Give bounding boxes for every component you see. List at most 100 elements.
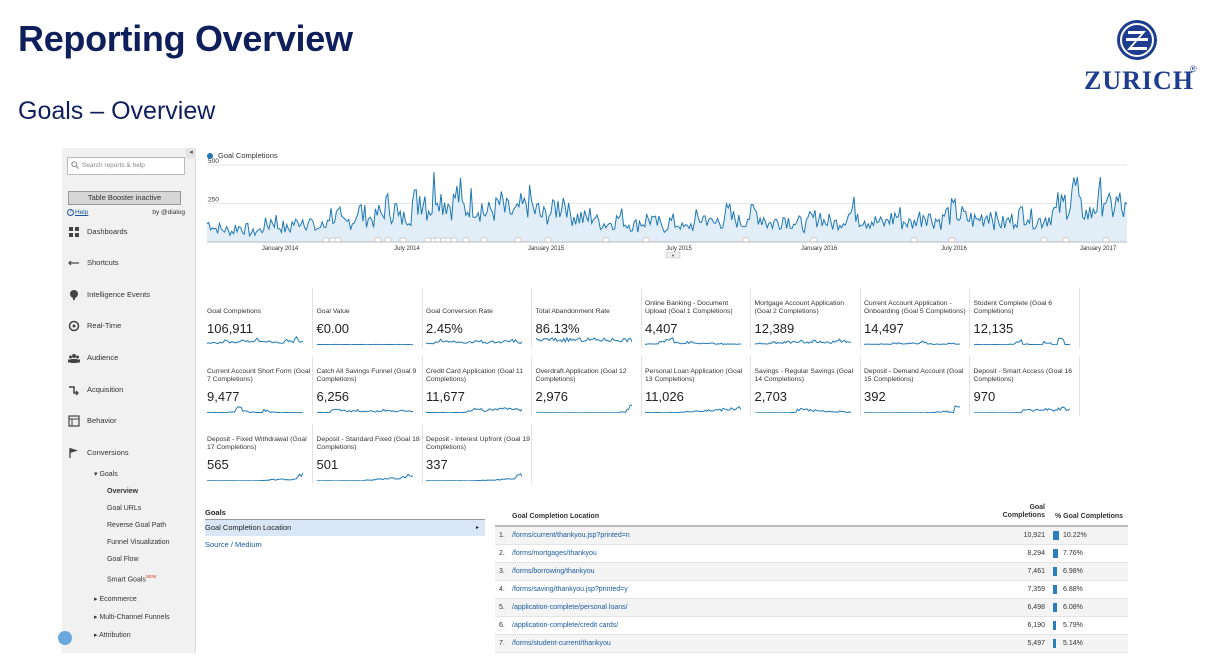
chart-legend: Goal Completions (207, 151, 278, 160)
scorecard[interactable]: Savings - Regular Savings (Goal 14 Compl… (753, 356, 861, 416)
scorecard[interactable]: Total Abandonment Rate 86.13% (534, 288, 642, 348)
logo-wordmark: ZURICH (1084, 66, 1195, 95)
chat-bubble-icon[interactable] (58, 631, 72, 645)
sparkline-path (535, 336, 632, 344)
col-percent-header[interactable]: % Goal Completions (1055, 513, 1124, 520)
scorecard[interactable]: Goal Completions 106,911 (205, 288, 313, 348)
scorecard[interactable]: Current Account Short Form (Goal 7 Compl… (205, 356, 313, 416)
scorecard[interactable]: Online Banking - Document Upload (Goal 1… (643, 288, 751, 348)
sidebar-item-real-time[interactable]: Real-Time (68, 319, 121, 333)
location-link[interactable]: /application-complete/credit cards/ (512, 622, 619, 629)
sparkline-path (754, 338, 851, 345)
help-link[interactable]: Help (75, 209, 89, 216)
sidebar-item-dashboards[interactable]: Dashboards (68, 225, 127, 239)
x-tick-label: January 2015 (528, 246, 565, 252)
annotation-marker (514, 237, 522, 243)
search-input[interactable]: Search reports & help (67, 157, 185, 175)
sparkline-path (426, 473, 522, 481)
annotation-marker (1102, 237, 1110, 243)
sidebar-goal-overview[interactable]: Overview (107, 486, 138, 497)
location-link[interactable]: /forms/mortgages/thankyou (512, 550, 597, 557)
shortcuts-icon (68, 260, 79, 266)
scorecard[interactable]: Current Account Application - Onboarding… (862, 288, 970, 348)
legend-dot-icon (207, 153, 213, 160)
scorecard[interactable]: Goal Value €0.00 (315, 288, 423, 348)
sparkline (645, 406, 741, 413)
sidebar-item-acquisition[interactable]: Acquisition (68, 383, 123, 397)
percent-bar (1053, 621, 1057, 630)
page-title: Reporting Overview (18, 18, 353, 59)
annotation-marker (444, 237, 452, 243)
scorecard-label: Deposit - Interest Upfront (Goal 19 Comp… (426, 436, 530, 451)
location-link[interactable]: /forms/saving/thankyou.jsp?printed=y (512, 586, 628, 593)
registered-mark: ® (1190, 64, 1197, 74)
scorecard[interactable]: Overdraft Application (Goal 12 Completio… (534, 356, 642, 416)
goals-toggle[interactable]: ▾ Goals (94, 471, 118, 478)
nav-attribution[interactable]: ▸ Attribution (94, 632, 131, 639)
sparkline (973, 337, 1070, 345)
source-medium-link[interactable]: Source / Medium (205, 540, 262, 549)
scorecard-value: 6,256 (316, 389, 350, 404)
nav-multi-channel-funnels[interactable]: ▸ Multi-Channel Funnels (94, 614, 170, 621)
location-link[interactable]: /forms/current/thankyou.jsp?printed=n (512, 532, 630, 539)
search-placeholder: Search reports & help (82, 162, 145, 169)
annotation-marker (434, 237, 442, 243)
y-tick-label: 500 (208, 158, 219, 165)
sparkline (864, 340, 960, 345)
location-link[interactable]: /application-complete/personal loans/ (512, 604, 628, 611)
scorecard-value: 970 (973, 389, 996, 404)
scorecard[interactable]: Goal Conversion Rate 2.45% (424, 288, 532, 348)
sparkline (973, 406, 1070, 413)
scorecard[interactable]: Credit Card Application (Goal 11 Complet… (424, 356, 532, 416)
col-completions-header[interactable]: Goal Completions (1002, 504, 1045, 519)
sidebar-goal-goal-urls[interactable]: Goal URLs (107, 503, 141, 514)
completions-value: 10,921 (1023, 532, 1045, 539)
sidebar-item-shortcuts[interactable]: Shortcuts (68, 256, 119, 270)
sidebar-goal-funnel-visualization[interactable]: Funnel Visualization (107, 537, 170, 548)
percent-bar (1053, 603, 1057, 612)
scorecard[interactable]: Deposit - Fixed Withdrawal (Goal 17 Comp… (205, 424, 313, 484)
scorecard-label: Goal Value (316, 308, 350, 315)
sidebar-goal-smart-goals[interactable]: Smart GoalsNEW (107, 571, 156, 585)
sidebar-item-label: Real-Time (87, 321, 122, 330)
collapse-sidebar-button[interactable]: ◂ (186, 148, 196, 158)
percent-value: 6.88% (1063, 586, 1083, 593)
col-location-header[interactable]: Goal Completion Location (512, 513, 600, 520)
table-row: 4. /forms/saving/thankyou.jsp?printed=y 7,… (495, 581, 1128, 599)
sidebar-item-audience[interactable]: Audience (68, 351, 118, 365)
sidebar-goal-goal-flow[interactable]: Goal Flow (107, 554, 139, 565)
scorecard[interactable]: Deposit - Demand Account (Goal 15 Comple… (862, 356, 970, 416)
intelligence-icon (70, 290, 78, 301)
sidebar-item-conversions[interactable]: Conversions (68, 446, 129, 460)
annotation-marker (374, 237, 382, 243)
completions-value: 7,359 (1027, 586, 1045, 593)
sparkline-path (864, 405, 960, 413)
scorecard[interactable]: Deposit - Standard Fixed (Goal 18 Comple… (315, 424, 423, 484)
sparkline-path (864, 340, 960, 345)
table-booster-button[interactable]: Table Booster inactive (68, 191, 181, 205)
sidebar-goal-reverse-goal-path[interactable]: Reverse Goal Path (107, 520, 166, 531)
location-link[interactable]: /forms/borrowing/thankyou (512, 568, 595, 575)
scorecard-value: 12,135 (973, 321, 1014, 336)
goal-completion-location-option[interactable]: Goal Completion Location ▸ (205, 520, 485, 536)
scorecard[interactable]: Deposit - Interest Upfront (Goal 19 Comp… (424, 424, 532, 484)
scorecard-value: 337 (426, 457, 448, 472)
date-range-toggle[interactable] (665, 251, 681, 259)
row-index: 6. (499, 622, 505, 629)
realtime-icon (68, 320, 80, 332)
scorecard[interactable]: Deposit - Smart Access (Goal 16 Completi… (972, 356, 1080, 416)
sidebar-item-intelligence-events[interactable]: Intelligence Events (68, 288, 150, 302)
scorecard-value: 2,976 (535, 389, 569, 404)
scorecard-label: Savings - Regular Savings (Goal 14 Compl… (754, 368, 854, 383)
sidebar-goal-label: Goal URLs (107, 505, 142, 512)
scorecard-value: 392 (864, 389, 886, 404)
nav-ecommerce[interactable]: ▸ Ecommerce (94, 596, 137, 603)
annotation-marker (424, 237, 432, 243)
scorecard[interactable]: Mortgage Account Application (Goal 2 Com… (753, 288, 861, 348)
sidebar: ◂ Search reports & help Table Booster in… (58, 148, 196, 653)
scorecard[interactable]: Catch All Savings Funnel (Goal 9 Complet… (315, 356, 423, 416)
scorecard[interactable]: Personal Loan Application (Goal 13 Compl… (643, 356, 751, 416)
sidebar-item-behavior[interactable]: Behavior (68, 414, 117, 428)
scorecard[interactable]: Student Complete (Goal 6 Completions) 12,… (972, 288, 1080, 348)
location-link[interactable]: /forms/student-current/thankyou (512, 640, 611, 647)
